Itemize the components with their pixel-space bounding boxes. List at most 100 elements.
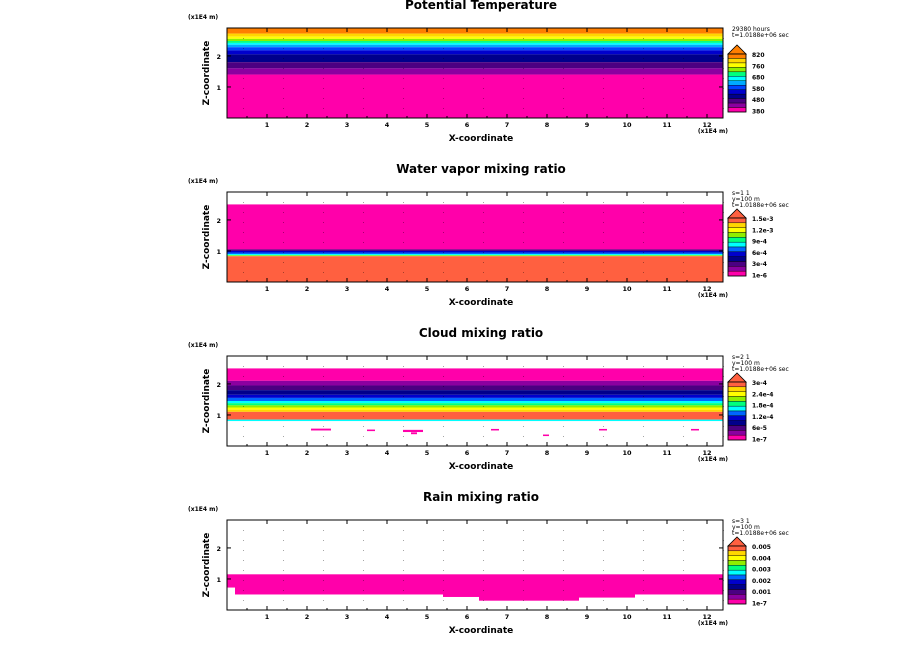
colorbar-swatch	[727, 415, 747, 421]
contour-band	[227, 44, 723, 48]
grid-dot	[603, 108, 604, 109]
grid-dot	[603, 232, 604, 233]
grid-dot	[443, 262, 444, 263]
contour-band	[227, 421, 723, 446]
colorbar-swatch	[727, 227, 747, 233]
z-scale-label: (x1E4 m)	[188, 506, 218, 513]
colorbar-swatch	[727, 222, 747, 228]
grid-dot	[363, 406, 364, 407]
colorbar-swatch	[727, 102, 747, 108]
colorbar-frame	[727, 545, 747, 605]
grid-dot	[563, 78, 564, 79]
colorbar-label: 820	[752, 52, 765, 59]
grid-dot	[683, 108, 684, 109]
grid-dot	[283, 406, 284, 407]
z-tick-label: 2	[216, 545, 221, 553]
grid-dot	[323, 386, 324, 387]
x-tick-label: 10	[622, 285, 632, 293]
grid-dot	[323, 58, 324, 59]
grid-dot	[363, 98, 364, 99]
grid-dot	[643, 580, 644, 581]
colorbar-swatch	[727, 107, 747, 113]
contour-band	[227, 411, 723, 420]
x-tick-label: 9	[585, 613, 590, 621]
grid-dot	[323, 88, 324, 89]
grid-dot	[283, 98, 284, 99]
grid-dot	[603, 48, 604, 49]
grid-dot	[363, 222, 364, 223]
contour-patch	[367, 429, 375, 432]
info-text: t=1.0188e+06 sec	[732, 366, 789, 373]
grid-dot	[603, 386, 604, 387]
grid-dot	[523, 396, 524, 397]
grid-dot	[563, 38, 564, 39]
grid-dot	[443, 202, 444, 203]
colorbar-swatch	[727, 251, 747, 257]
grid-dot	[643, 78, 644, 79]
grid-dot	[643, 530, 644, 531]
grid-dot	[563, 108, 564, 109]
grid-dot	[283, 108, 284, 109]
grid-dot	[283, 242, 284, 243]
grid-dot	[523, 242, 524, 243]
grid-dot	[403, 560, 404, 561]
x-tick-label: 5	[425, 285, 430, 293]
z-tick-label: 1	[216, 412, 221, 420]
grid-dot	[283, 560, 284, 561]
x-tick-label: 3	[345, 121, 350, 129]
grid-dot	[283, 262, 284, 263]
z-axis-label: Z-coordinate	[202, 205, 212, 270]
colorbar-label: 1.5e-3	[752, 216, 773, 223]
grid-dot	[363, 416, 364, 417]
contour-patch	[235, 586, 443, 595]
contour-band	[227, 38, 723, 42]
x-tick-label: 8	[545, 449, 550, 457]
grid-dot	[563, 426, 564, 427]
colorbar-label: 680	[752, 75, 765, 82]
grid-dot	[363, 88, 364, 89]
grid-dot	[443, 68, 444, 69]
grid-dot	[443, 98, 444, 99]
chart-title: Cloud mixing ratio	[419, 326, 543, 340]
grid-dot	[443, 560, 444, 561]
contour-band	[227, 50, 723, 55]
grid-dot	[683, 202, 684, 203]
colorbar-swatch	[727, 89, 747, 95]
grid-dot	[483, 98, 484, 99]
x-tick-label: 5	[425, 121, 430, 129]
colorbar-swatch	[727, 217, 747, 224]
grid-dot	[323, 590, 324, 591]
grid-dot	[643, 570, 644, 571]
colorbar-arrow	[727, 536, 747, 547]
grid-dot	[283, 252, 284, 253]
grid-dot	[483, 436, 484, 437]
grid-dot	[563, 58, 564, 59]
grid-dot	[483, 88, 484, 89]
grid-dot	[243, 242, 244, 243]
contour-band	[227, 62, 723, 69]
grid-dot	[563, 88, 564, 89]
grid-dot	[483, 222, 484, 223]
grid-dot	[563, 48, 564, 49]
z-scale-label: (x1E4 m)	[188, 342, 218, 349]
grid-dot	[403, 108, 404, 109]
grid-dot	[523, 202, 524, 203]
grid-dot	[403, 416, 404, 417]
x-tick-label: 7	[505, 121, 510, 129]
grid-dot	[523, 222, 524, 223]
grid-dot	[283, 540, 284, 541]
grid-dot	[603, 222, 604, 223]
grid-dot	[323, 530, 324, 531]
grid-dot	[563, 530, 564, 531]
x-tick-label: 9	[585, 285, 590, 293]
x-axis-label: X-coordinate	[449, 462, 514, 472]
grid-dot	[363, 202, 364, 203]
grid-dot	[603, 570, 604, 571]
grid-dot	[523, 68, 524, 69]
x-tick-label: 12	[702, 613, 711, 621]
grid-dot	[403, 232, 404, 233]
grid-dot	[443, 78, 444, 79]
grid-dot	[603, 252, 604, 253]
contour-band	[227, 356, 723, 369]
colorbar-swatch	[727, 386, 747, 392]
